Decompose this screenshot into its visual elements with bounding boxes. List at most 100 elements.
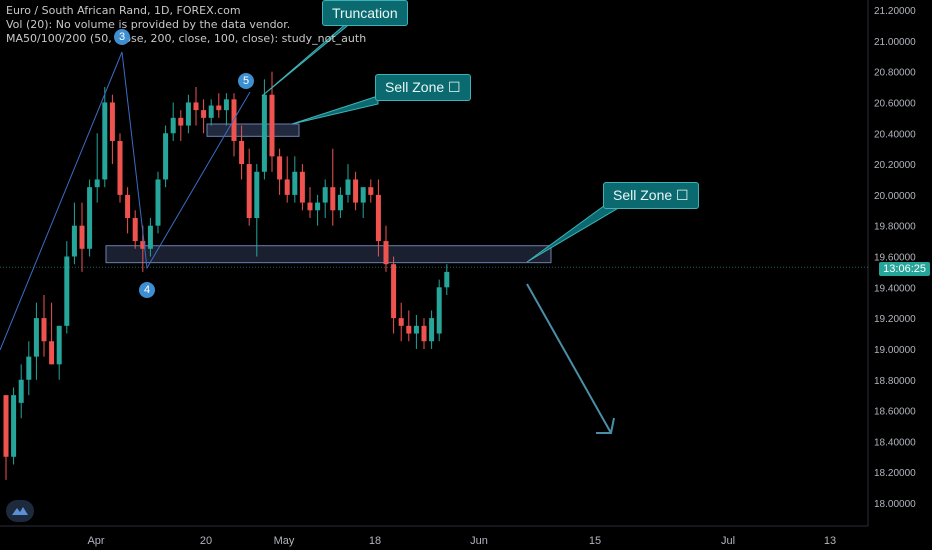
y-tick-label: 18.00000 xyxy=(874,499,916,510)
candle-body xyxy=(360,187,366,203)
candle-body xyxy=(277,156,283,180)
y-tick-label: 19.00000 xyxy=(874,345,916,356)
sell-zone-lower-pointer xyxy=(526,199,621,263)
y-tick-label: 19.80000 xyxy=(874,222,916,233)
candle-body xyxy=(64,256,70,326)
candle-body xyxy=(436,287,442,334)
candle-body xyxy=(163,133,169,180)
candle-body xyxy=(18,379,24,403)
candle-body xyxy=(353,179,359,203)
sell-zone-callout-lower[interactable]: Sell Zone ☐ xyxy=(603,182,699,209)
candle-body xyxy=(261,94,267,172)
projection-arrow-shaft xyxy=(526,283,612,434)
candle-body xyxy=(223,99,229,111)
candle-body xyxy=(193,102,199,111)
candle-body xyxy=(201,110,207,118)
x-tick-label: 20 xyxy=(200,535,212,547)
x-tick-label: Jul xyxy=(721,535,735,547)
candle-body xyxy=(87,187,93,249)
volume-legend: Vol (20): No volume is provided by the d… xyxy=(6,18,291,31)
y-tick-label: 19.60000 xyxy=(874,253,916,264)
y-tick-label: 18.60000 xyxy=(874,407,916,418)
candle-body xyxy=(102,102,108,180)
candle-body xyxy=(11,395,17,457)
candle-body xyxy=(26,356,32,380)
candle-body xyxy=(269,94,275,157)
ma-legend: MA50/100/200 (50, close, 200, close, 100… xyxy=(6,32,367,45)
truncation-callout[interactable]: Truncation xyxy=(322,0,408,26)
candle-body xyxy=(391,264,397,319)
candle-body xyxy=(444,271,450,288)
candle-body xyxy=(3,395,9,457)
candle-body xyxy=(292,171,298,195)
y-tick-label: 19.20000 xyxy=(874,314,916,325)
y-tick-label: 20.40000 xyxy=(874,129,916,140)
y-tick-label: 21.00000 xyxy=(874,37,916,48)
y-tick-label: 20.60000 xyxy=(874,98,916,109)
candle-body xyxy=(315,202,321,211)
x-tick-label: May xyxy=(274,535,295,547)
x-tick-label: 13 xyxy=(824,535,836,547)
candle-body xyxy=(71,225,77,257)
candle-body xyxy=(398,318,404,326)
candle-body xyxy=(429,318,435,342)
candle-body xyxy=(132,217,138,242)
candle-body xyxy=(49,341,55,365)
candle-body xyxy=(79,225,85,249)
candle-body xyxy=(239,140,245,165)
candle-body xyxy=(254,171,260,218)
candle-body xyxy=(117,140,123,195)
candle-body xyxy=(94,179,100,188)
sell-zone-upper xyxy=(206,123,300,137)
y-tick-label: 18.20000 xyxy=(874,468,916,479)
candle-body xyxy=(345,179,351,195)
candle-body xyxy=(284,179,290,195)
sell-zone-upper-pointer xyxy=(291,95,379,125)
current-price-tag: 13:06:25 xyxy=(879,262,930,276)
y-tick-label: 21.20000 xyxy=(874,6,916,17)
y-tick-label: 18.40000 xyxy=(874,437,916,448)
candle-body xyxy=(170,117,176,134)
y-tick-label: 18.80000 xyxy=(874,376,916,387)
wave-5-label: 5 xyxy=(238,73,254,89)
wave-3-label: 3 xyxy=(114,29,130,45)
sell-zone-callout-upper[interactable]: Sell Zone ☐ xyxy=(375,74,471,101)
candle-body xyxy=(178,117,184,126)
candle-body xyxy=(185,102,191,126)
elliott-wave-line xyxy=(0,51,251,351)
projection-arrow-head xyxy=(596,417,615,434)
y-tick-label: 20.00000 xyxy=(874,191,916,202)
candle-body xyxy=(368,187,374,195)
candle-body xyxy=(125,194,131,218)
candle-body xyxy=(307,202,313,211)
candle-body xyxy=(421,325,427,342)
y-tick-label: 19.40000 xyxy=(874,283,916,294)
candle-body xyxy=(155,179,161,226)
candle-body xyxy=(208,105,214,118)
x-tick-label: 15 xyxy=(589,535,601,547)
candle-body xyxy=(140,241,146,249)
candle-body xyxy=(299,171,305,203)
wave-4-label: 4 xyxy=(139,282,155,298)
candle-body xyxy=(216,105,222,111)
x-tick-label: Apr xyxy=(87,535,104,547)
candle-body xyxy=(33,318,39,357)
candle-body xyxy=(337,194,343,211)
x-tick-label: 18 xyxy=(369,535,381,547)
candle-body xyxy=(41,318,47,342)
tradingview-logo-icon[interactable] xyxy=(6,500,34,522)
candle-body xyxy=(383,241,389,265)
candle-body xyxy=(330,187,336,211)
candle-body xyxy=(406,325,412,334)
symbol-title: Euro / South African Rand, 1D, FOREX.com xyxy=(6,4,241,17)
y-tick-label: 20.20000 xyxy=(874,160,916,171)
candle-body xyxy=(413,325,419,334)
candle-body xyxy=(322,187,328,203)
y-tick-label: 20.80000 xyxy=(874,68,916,79)
candle-body xyxy=(109,102,115,141)
candle-body xyxy=(246,164,252,218)
candle-body xyxy=(375,194,381,242)
x-tick-label: Jun xyxy=(470,535,488,547)
